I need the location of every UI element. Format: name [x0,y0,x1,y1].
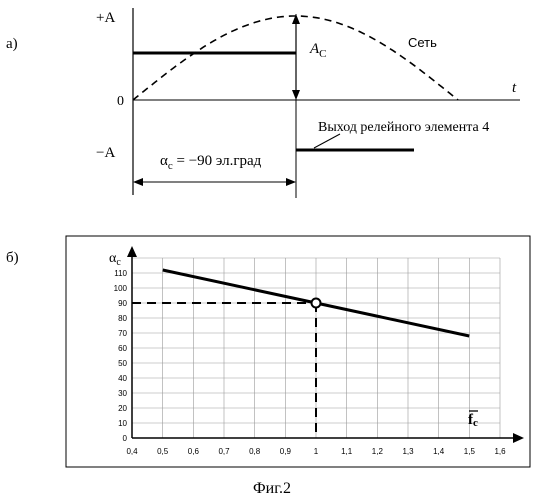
y-tick-label: 30 [118,389,127,398]
x-tick-labels: 0,4 0,5 0,6 0,7 0,8 0,9 1 1,1 1,2 1,3 1,4 1,5 1,6 [126,447,506,456]
panel-b-label: б) [6,250,19,266]
y-tick-label: 60 [118,344,127,353]
y-axis-title: αc [109,251,121,268]
x-tick-label: 0,7 [218,447,230,456]
x-tick-label: 1,3 [402,447,414,456]
marked-point [312,299,321,308]
y-tick-label: 100 [114,284,128,293]
figure-caption: Фиг.2 [253,480,291,497]
zero-label: 0 [117,94,124,109]
y-tick-label: 90 [118,299,127,308]
x-tick-label: 0,9 [280,447,292,456]
y-tick-label: 0 [123,434,128,443]
network-label: Сеть [408,35,437,50]
y-tick-labels: 0 10 20 30 40 50 60 70 80 90 100 110 [114,269,128,443]
panel-a-label: а) [6,36,18,52]
minus-a-label: −A [96,145,115,161]
x-tick-label: 0,5 [157,447,169,456]
y-tick-label: 110 [114,269,127,278]
x-tick-label: 1,5 [464,447,476,456]
y-tick-label: 20 [118,404,127,413]
phase-arrow-right [286,178,296,186]
y-tick-label: 50 [118,359,127,368]
relay-output-label: Выход релейного элемента 4 [318,120,489,135]
x-tick-label: 1 [314,447,319,456]
plus-a-label: +A [96,10,115,26]
amplitude-label: AC [309,41,327,60]
x-tick-label: 0,6 [188,447,200,456]
y-axis-arrow [127,246,137,257]
y-tick-label: 70 [118,329,127,338]
y-tick-label: 80 [118,314,127,323]
relay-label-leader [314,134,340,148]
phase-label: αc = −90 эл.град [160,153,262,172]
x-tick-label: 0,4 [126,447,138,456]
phase-arrow-left [133,178,143,186]
chart-frame [66,236,530,467]
x-tick-label: 0,8 [249,447,261,456]
chart-series [132,270,469,438]
y-tick-label: 10 [118,419,127,428]
y-tick-label: 40 [118,374,127,383]
x-axis-title-text: fc [468,412,478,429]
panel-a: а) t +A 0 −A Сеть AC Выход релейного эле… [6,8,520,198]
x-tick-label: 1,4 [433,447,445,456]
x-tick-label: 1,6 [494,447,506,456]
t-axis-label: t [512,80,517,96]
x-axis-title: fc [468,411,478,429]
panel-b: б) 0,4 0,5 0,6 0,7 0,8 0,9 1 1,1 1,2 1,3 1,4 1,5 1,6… [6,236,530,467]
x-tick-label: 1,1 [341,447,353,456]
x-axis-arrow [513,433,524,443]
x-tick-label: 1,2 [372,447,384,456]
amplitude-arrow-head-down [292,90,300,100]
